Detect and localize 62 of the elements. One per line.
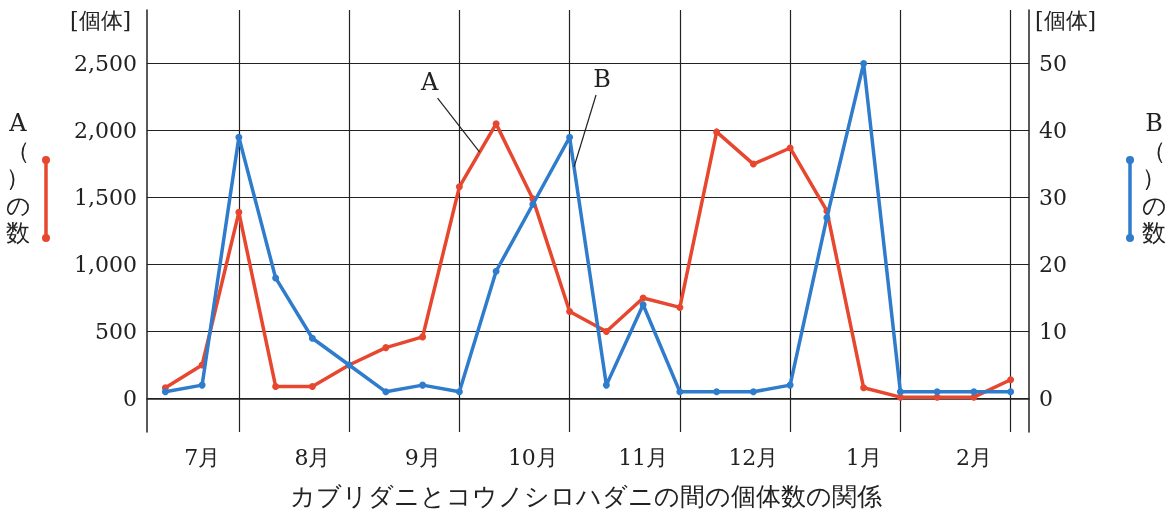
text: カブリダニとコウノシロハダニの間の個体数の関係 [289,481,883,513]
y2-tick-label: 0 [1039,386,1053,412]
point [308,334,316,342]
y-tick-label: 2,500 [74,51,137,77]
point [896,388,904,396]
series-label: B [593,65,611,94]
point [382,388,390,396]
y-tick-label: 0 [123,386,137,412]
point [492,267,500,275]
point [272,382,280,390]
y2-axis-title: B（）の数 [1140,109,1168,248]
point [602,328,610,336]
point [786,381,794,389]
y2-tick-label: 50 [1039,51,1067,77]
point [161,388,169,396]
point [529,200,537,208]
point [419,381,427,389]
point [198,381,206,389]
y-axis-title: A（）の数 [4,109,32,248]
point [860,384,868,392]
point [1007,388,1015,396]
y-tick-label: 1,000 [74,252,137,278]
point [749,388,757,396]
point [970,388,978,396]
x-tick-label: 1月 [845,444,882,470]
point [235,133,243,141]
text: [個体] [1035,7,1097,35]
point [749,160,757,168]
point [235,208,243,216]
point [823,214,831,222]
point [602,381,610,389]
point [676,388,684,396]
y2-tick-label: 30 [1039,185,1067,211]
point [272,274,280,282]
point [860,60,868,68]
point [713,128,721,136]
point [713,388,721,396]
x-tick-label: 12月 [728,444,779,470]
point [419,333,427,341]
x-tick-label: 7月 [184,444,221,470]
x-tick-label: 8月 [294,444,331,470]
y-tick-label: 1,500 [74,185,137,211]
x-tick-label: 2月 [955,444,992,470]
text: A [419,68,439,97]
point [1007,376,1015,384]
point [455,183,463,191]
point [382,344,390,352]
point [933,388,941,396]
point [566,133,574,141]
y2-tick-label: 10 [1039,319,1067,345]
point [566,307,574,315]
point [455,388,463,396]
y-tick-label: 500 [95,319,137,345]
point [308,382,316,390]
point [676,303,684,311]
y-tick-label: 2,000 [74,118,137,144]
x-tick-label: 9月 [404,444,441,470]
y2-tick-label: 20 [1039,252,1067,278]
x-tick-label: 10月 [507,444,558,470]
y2-tick-label: 40 [1039,118,1067,144]
x-tick-label: 11月 [618,444,669,470]
text: [個体] [70,7,132,35]
